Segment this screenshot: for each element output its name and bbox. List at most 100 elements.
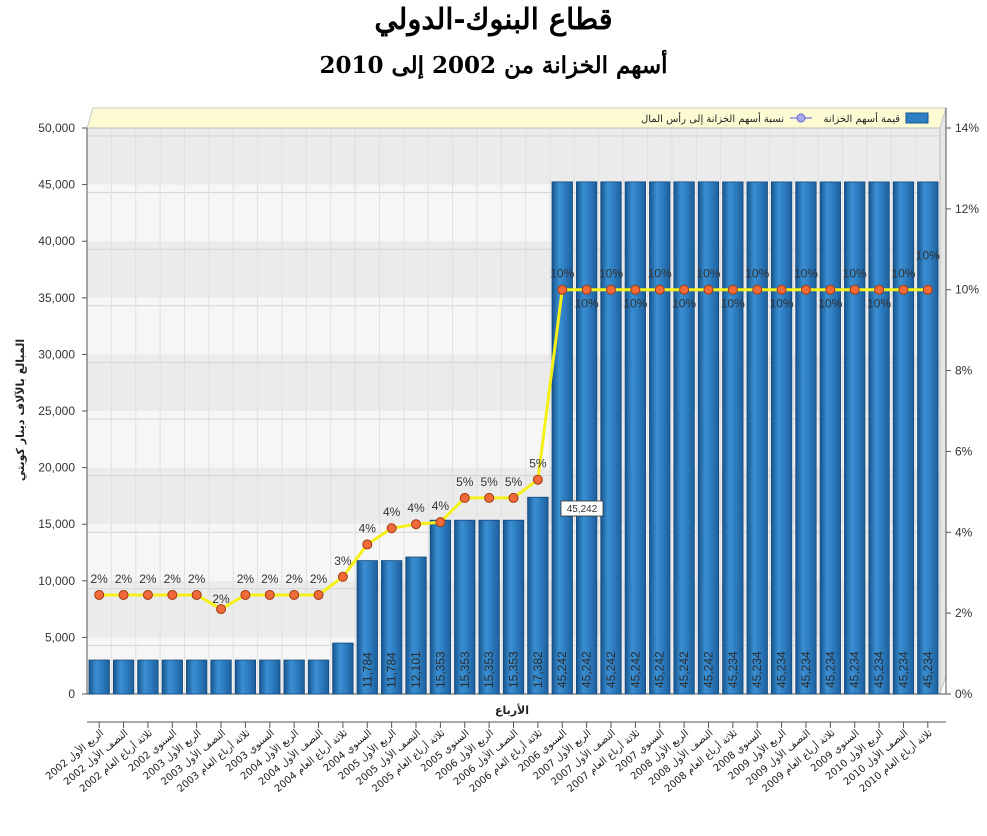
line-point: [922, 284, 933, 295]
bar: [649, 181, 671, 695]
bar: [868, 181, 890, 695]
line-point: [167, 589, 178, 600]
line-series: [94, 284, 933, 615]
line-data-label: 2%: [115, 572, 133, 586]
line-data-label: 10%: [599, 267, 623, 281]
line-data-label: 2%: [261, 572, 279, 586]
y-tick-label: 15,000: [38, 517, 75, 531]
line-point: [118, 589, 129, 600]
legend: قيمة أسهم الخزانة نسبة أسهم الخزانة إلى …: [641, 112, 929, 125]
tooltip: 45,242: [560, 500, 604, 517]
bar: [186, 659, 208, 695]
line-data-label: 4%: [383, 505, 401, 519]
line-point: [752, 284, 763, 295]
bar-data-label: 45,242: [580, 651, 594, 688]
bar-data-label: 45,242: [555, 651, 569, 688]
line-data-label: 10%: [770, 297, 794, 311]
grid-band: [87, 128, 940, 185]
line-data-label: 4%: [432, 499, 450, 513]
bar: [454, 519, 476, 695]
y-tick-label: 45,000: [38, 178, 75, 192]
line-point: [435, 517, 446, 528]
line-data-label: 2%: [310, 572, 328, 586]
bar-data-label: 45,234: [823, 651, 837, 688]
line-data-label: 2%: [237, 572, 255, 586]
bar: [356, 560, 378, 695]
line-point: [898, 284, 909, 295]
line-point: [654, 284, 665, 295]
bar: [819, 181, 841, 695]
line-data-label: 10%: [648, 267, 672, 281]
line-data-label: 5%: [456, 475, 474, 489]
line-point: [386, 523, 397, 534]
bar: [722, 181, 744, 695]
line-point: [703, 284, 714, 295]
bar: [624, 181, 646, 695]
line-point: [557, 284, 568, 295]
bar-data-label: 45,242: [701, 651, 715, 688]
bar: [161, 659, 183, 695]
line-data-label: 10%: [745, 267, 769, 281]
line-point: [362, 539, 373, 550]
bar: [795, 181, 817, 695]
bar: [234, 659, 257, 695]
bar-data-label: 17,382: [531, 651, 545, 688]
y-tick-label: 20,000: [38, 461, 75, 475]
bar-data-label: 45,242: [604, 651, 618, 688]
line-point: [776, 284, 787, 295]
bar: [575, 181, 598, 695]
bar: [844, 181, 866, 695]
line-point: [216, 604, 227, 615]
line-point: [94, 589, 105, 600]
line-data-label: 2%: [188, 572, 206, 586]
legend-line-label: نسبة أسهم الخزانة إلى رأس المال: [641, 112, 784, 125]
line-data-label: 10%: [818, 297, 842, 311]
line-point: [289, 589, 300, 600]
bar: [600, 181, 622, 695]
bar: [673, 181, 695, 695]
bar: [332, 642, 354, 695]
line-point: [605, 284, 616, 295]
line-data-label: 2%: [212, 592, 230, 606]
y-axis-title: المبالغ بالآلاف دينار كويتي: [14, 339, 27, 481]
line-data-label: 5%: [480, 475, 498, 489]
line-data-label: 4%: [359, 521, 377, 535]
bar-data-label: 15,353: [482, 651, 496, 688]
line-data-label: 10%: [672, 297, 696, 311]
legend-bar-label: قيمة أسهم الخزانة: [824, 112, 901, 125]
line-point: [240, 589, 251, 600]
line-point: [679, 284, 690, 295]
y2-tick-label: 2%: [955, 606, 973, 620]
line-point: [459, 492, 470, 503]
line-data-label: 5%: [505, 475, 523, 489]
bar-data-label: 45,242: [653, 651, 667, 688]
bar: [137, 659, 159, 695]
bar-data-label: 45,242: [677, 651, 691, 688]
line-point: [800, 284, 811, 295]
bar: [112, 659, 135, 695]
y-tick-label: 35,000: [38, 291, 75, 305]
y2-tick-label: 8%: [955, 364, 973, 378]
chart-title: قطاع البنوك-الدولي: [374, 2, 613, 36]
bar-data-label: 45,234: [775, 651, 789, 688]
y-axis-left: 50,000 45,000 40,000 35,000 30,000 25,000 20,0…: [38, 121, 87, 701]
bar: [478, 519, 500, 695]
bar: [88, 659, 110, 695]
bar-data-label: 15,353: [433, 651, 447, 688]
line-point: [532, 474, 543, 485]
line-point: [484, 492, 495, 503]
y2-tick-label: 10%: [955, 283, 979, 297]
bar-data-label: 45,234: [799, 651, 813, 688]
line-point: [313, 589, 324, 600]
line-point: [825, 284, 836, 295]
line-point: [142, 589, 153, 600]
bar: [770, 181, 793, 695]
line-point: [508, 492, 519, 503]
line-data-labels: 2% 2% 2% 2% 2% 2% 2% 2% 2% 2% 3% 4% 4% 4% 4% 5% 5% 5% 5% 10…: [91, 249, 941, 606]
bar-data-label: 11,784: [360, 652, 374, 688]
legend-band: [86, 107, 947, 129]
bar-data-label: 15,353: [507, 651, 521, 688]
line-data-label: 10%: [696, 267, 720, 281]
